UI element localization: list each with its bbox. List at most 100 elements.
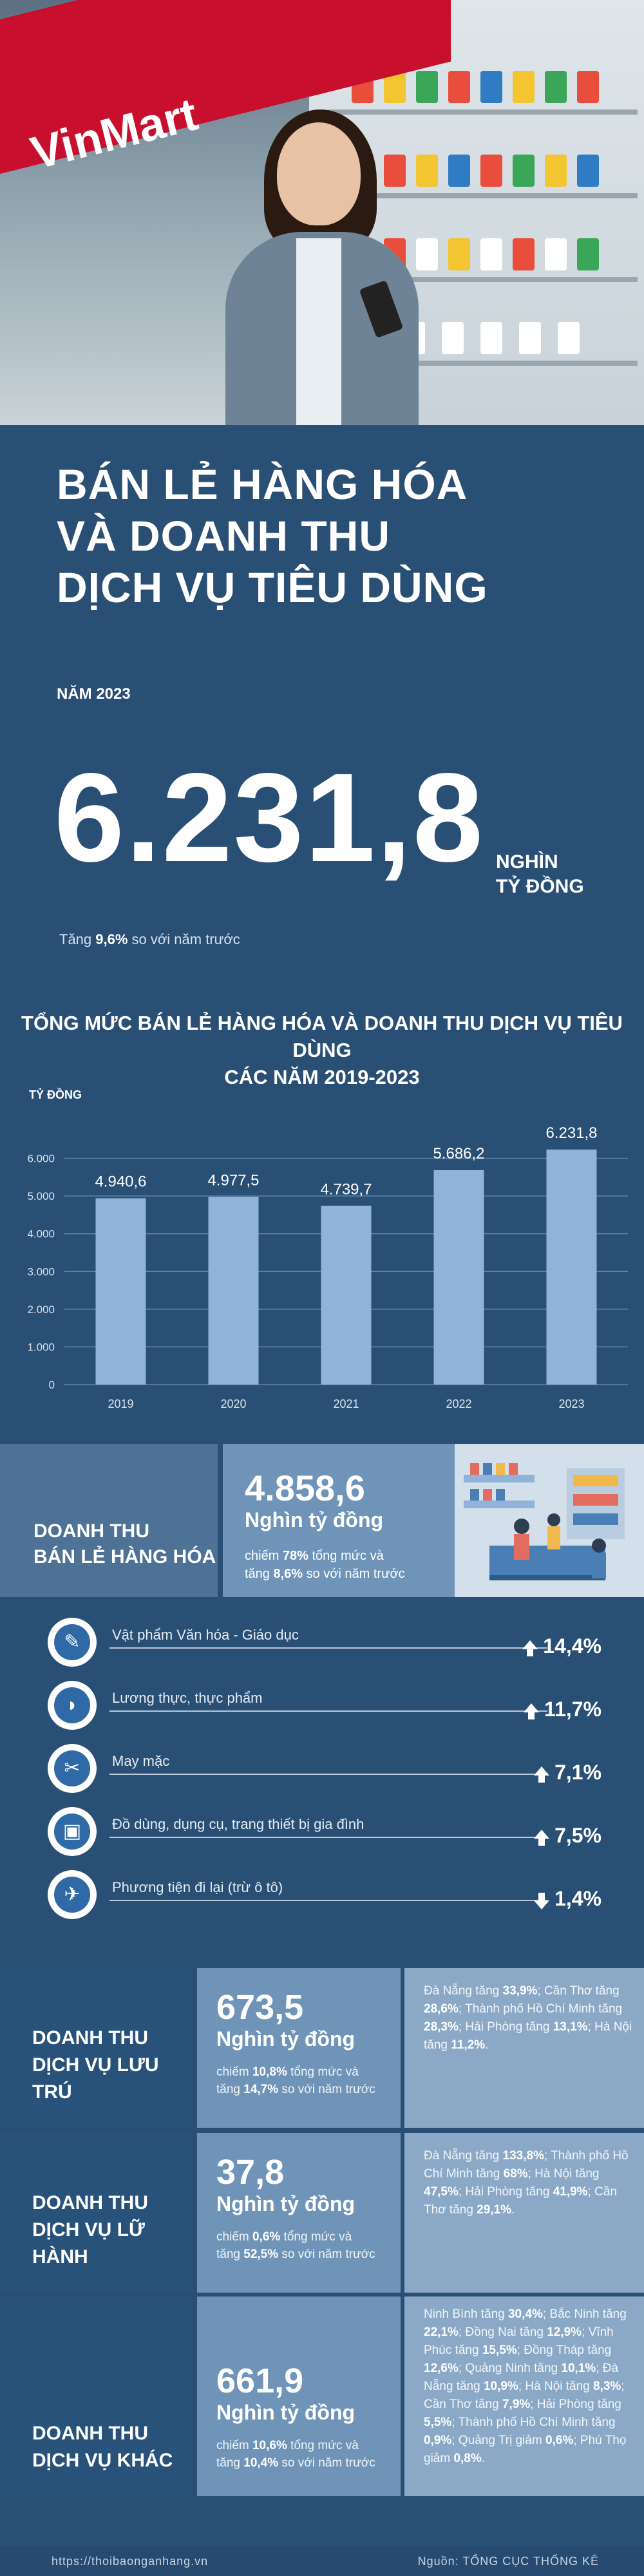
retail-label-line: BÁN LẺ HÀNG HÓA bbox=[33, 1546, 216, 1567]
service-value-panel: 673,5 Nghìn tỷ đồng chiếm 10,8% tổng mức v… bbox=[197, 1968, 401, 2128]
service-unit: Nghìn tỷ đồng bbox=[216, 2401, 355, 2424]
category-change-value: 7,1% bbox=[554, 1761, 601, 1784]
note-text: tăng bbox=[216, 2456, 244, 2470]
service-detail: Đà Nẵng tăng 33,9%; Cần Thơ tăng 28,6%; … bbox=[424, 1982, 634, 2054]
detail-value: 28,3% bbox=[424, 2020, 459, 2034]
service-label-line: DỊCH VỤ KHÁC bbox=[32, 2450, 173, 2471]
footer-url[interactable]: https://thoibaonganhang.vn bbox=[52, 2555, 209, 2568]
product bbox=[545, 155, 567, 187]
category-change: 1,4% bbox=[511, 1887, 601, 1911]
detail-text: ; Đà Nẵng tăng bbox=[424, 2362, 619, 2393]
product bbox=[577, 238, 599, 270]
product bbox=[448, 71, 470, 103]
service-value: 661,9 bbox=[216, 2362, 304, 2400]
detail-value: 47,5% bbox=[424, 2185, 459, 2199]
bar bbox=[546, 1149, 597, 1385]
growth-prefix: Tăng bbox=[59, 931, 96, 947]
arrow-up-icon bbox=[534, 1830, 550, 1846]
service-label-line: DỊCH VỤ LỮ HÀNH bbox=[32, 2219, 145, 2268]
y-axis-label: TỶ ĐỒNG bbox=[29, 1088, 82, 1101]
y-tick-label: 4.000 bbox=[27, 1228, 55, 1240]
category-icon-circle: ▣ bbox=[48, 1807, 97, 1856]
detail-text: ; Bắc Ninh tăng bbox=[542, 2307, 627, 2321]
detail-text: . bbox=[481, 2452, 486, 2465]
detail-value: 29,1% bbox=[477, 2203, 512, 2217]
chart-title-line: CÁC NĂM 2019-2023 bbox=[224, 1066, 420, 1088]
category-icon-circle: ✈ bbox=[48, 1870, 97, 1919]
headline-value: 6.231,8 bbox=[54, 747, 484, 888]
product bbox=[480, 238, 502, 270]
bar bbox=[321, 1206, 372, 1385]
footer: https://thoibaonganhang.vn Nguồn: TỔNG C… bbox=[0, 2546, 644, 2576]
service-label-line: DOANH THU bbox=[32, 2423, 148, 2444]
detail-text: . bbox=[485, 2038, 489, 2052]
service-detail-panel: Ninh Bình tăng 30,4%; Bắc Ninh tăng 22,1… bbox=[404, 2297, 644, 2496]
detail-value: 8,3% bbox=[593, 2380, 621, 2393]
product bbox=[545, 71, 567, 103]
x-tick-label: 2023 bbox=[558, 1397, 584, 1410]
detail-text: ; Thành phố Hồ Chí Minh tăng bbox=[458, 2002, 623, 2016]
note-text: so với năm trước bbox=[278, 2083, 375, 2096]
service-unit: Nghìn tỷ đồng bbox=[216, 2027, 355, 2050]
detail-text: ; Đồng Tháp tăng bbox=[516, 2344, 612, 2357]
detail-value: 28,6% bbox=[424, 2002, 459, 2016]
arrow-down-icon bbox=[534, 1893, 550, 1909]
note-text: tăng bbox=[216, 2248, 244, 2261]
x-tick-label: 2020 bbox=[220, 1397, 246, 1410]
product bbox=[416, 71, 438, 103]
detail-text: ; Quảng Trị giảm bbox=[451, 2434, 546, 2447]
x-tick-label: 2021 bbox=[333, 1397, 359, 1410]
note-value: 8,6% bbox=[273, 1567, 303, 1581]
service-label-line: DOANH THU bbox=[32, 2027, 148, 2049]
product bbox=[416, 155, 438, 187]
product bbox=[416, 238, 438, 270]
note-text: chiếm bbox=[245, 1549, 283, 1563]
service-value-panel: 661,9 Nghìn tỷ đồng chiếm 10,6% tổng mức v… bbox=[197, 2297, 401, 2496]
detail-value: 11,2% bbox=[451, 2038, 486, 2052]
note-text: chiếm bbox=[216, 2065, 252, 2079]
category-label: May mặc bbox=[112, 1753, 170, 1769]
note-text: tổng mức và bbox=[287, 2065, 359, 2079]
y-tick-label: 5.000 bbox=[27, 1190, 55, 1202]
retail-label: DOANH THU BÁN LẺ HÀNG HÓA bbox=[33, 1519, 216, 1570]
category-change: 11,7% bbox=[511, 1698, 601, 1721]
note-value: 14,7% bbox=[243, 2083, 279, 2096]
category-divider bbox=[109, 1774, 547, 1775]
headline-unit-line: TỶ ĐỒNG bbox=[496, 876, 584, 897]
category-label: Lương thực, thực phẩm bbox=[112, 1690, 263, 1706]
service-label-line: DOANH THU bbox=[32, 2192, 148, 2213]
detail-text: ; Hải Phòng tăng bbox=[458, 2185, 553, 2199]
product bbox=[558, 322, 580, 354]
category-divider bbox=[109, 1900, 547, 1901]
arrow-up-icon bbox=[534, 1766, 550, 1783]
revenue-bar-chart: TỶ ĐỒNG 0 1.000 2.000 3.000 4.000 5.000 6.000 4.… bbox=[27, 1088, 628, 1410]
detail-value: 33,9% bbox=[502, 1984, 538, 1998]
note-value: 78% bbox=[282, 1549, 308, 1563]
detail-value: 13,1% bbox=[553, 2020, 588, 2034]
product bbox=[577, 71, 599, 103]
service-detail: Ninh Bình tăng 30,4%; Bắc Ninh tăng 22,1… bbox=[424, 2306, 634, 2468]
note-text: chiếm bbox=[216, 2439, 252, 2452]
category-change-value: 14,4% bbox=[543, 1634, 601, 1658]
bar bbox=[208, 1197, 259, 1385]
detail-text: ; Hà Nội tăng bbox=[527, 2167, 600, 2181]
category-divider bbox=[109, 1710, 547, 1712]
store-illustration bbox=[464, 1463, 625, 1580]
title-line: VÀ DOANH THU bbox=[57, 512, 390, 560]
detail-text: ; Quảng Ninh tăng bbox=[458, 2362, 562, 2375]
shelf bbox=[328, 193, 638, 198]
detail-text: ; Cần Thơ tăng bbox=[424, 2185, 617, 2217]
category-change-value: 1,4% bbox=[554, 1887, 601, 1910]
detail-value: 0,6% bbox=[545, 2434, 574, 2447]
detail-text: ; Hải Phòng tăng bbox=[458, 2020, 553, 2034]
note-value: 10,8% bbox=[252, 2065, 287, 2079]
hero-photo: VinMart bbox=[0, 0, 644, 425]
note-value: 0,6% bbox=[252, 2230, 281, 2244]
detail-value: 30,4% bbox=[507, 2307, 543, 2321]
category-icon-circle: ✂ bbox=[48, 1744, 97, 1793]
y-tick-label: 6.000 bbox=[27, 1153, 55, 1165]
detail-value: 0,9% bbox=[424, 2434, 452, 2447]
service-value: 673,5 bbox=[216, 1988, 304, 2027]
detail-text: ; Hải Phòng tăng bbox=[530, 2398, 621, 2411]
service-label-panel: DOANH THU DỊCH VỤ LỮ HÀNH bbox=[0, 2133, 192, 2293]
